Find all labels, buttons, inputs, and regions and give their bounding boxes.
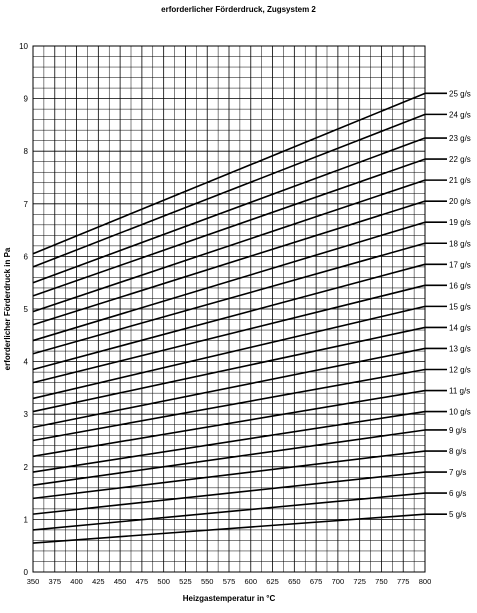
series-line-21-g-s: [32, 179, 426, 313]
y-tick-label: 8: [24, 147, 29, 156]
legend-label: 23 g/s: [449, 134, 471, 143]
legend-label: 18 g/s: [449, 239, 471, 248]
legend-label: 8 g/s: [449, 447, 466, 456]
x-tick-label: 800: [419, 577, 432, 586]
y-tick-label: 10: [19, 42, 28, 51]
legend-label: 11 g/s: [449, 387, 470, 396]
x-tick-label: 400: [70, 577, 83, 586]
y-axis-label: erforderlicher Förderdruck in Pa: [3, 247, 12, 370]
x-tick-label: 775: [397, 577, 410, 586]
legend-label: 17 g/s: [449, 260, 471, 269]
plot-frame: [32, 45, 426, 573]
legend-label: 16 g/s: [449, 281, 471, 290]
legend-label: 21 g/s: [449, 176, 471, 185]
x-tick-label: 350: [27, 577, 40, 586]
series-line-5-g-s: [32, 513, 426, 544]
legend-label: 5 g/s: [449, 510, 466, 519]
legend-label: 24 g/s: [449, 110, 471, 119]
x-tick-label: 725: [353, 577, 366, 586]
x-tick-label: 525: [179, 577, 192, 586]
x-tick-label: 425: [92, 577, 105, 586]
x-tick-label: 500: [157, 577, 170, 586]
series-line-10-g-s: [32, 410, 426, 473]
series-line-8-g-s: [32, 450, 426, 500]
y-tick-label: 5: [24, 305, 29, 314]
x-tick-label: 625: [266, 577, 279, 586]
x-tick-label: 550: [201, 577, 214, 586]
legend-label: 7 g/s: [449, 468, 466, 477]
series-line-20-g-s: [32, 200, 426, 326]
y-tick-label: 1: [24, 515, 29, 524]
legend-label: 13 g/s: [449, 344, 471, 353]
x-tick-label: 450: [114, 577, 127, 586]
series-line-9-g-s: [32, 429, 426, 487]
series-line-17-g-s: [32, 263, 426, 371]
legend-label: 22 g/s: [449, 155, 471, 164]
legend-label: 10 g/s: [449, 408, 471, 417]
legend-label: 14 g/s: [449, 323, 471, 332]
legend: 5 g/s 6 g/s 7 g/s 8 g/s 9 g/s 10 g/s 11 g/s 12 …: [425, 89, 471, 519]
series-line-11-g-s: [32, 389, 426, 458]
series-line-19-g-s: [32, 221, 426, 342]
y-axis-ticks: 0 1 2 3 4 5 6 7 8 9 10: [19, 42, 28, 577]
legend-label: 6 g/s: [449, 489, 466, 498]
series-lines: [32, 92, 426, 544]
chart-title: erforderlicher Förderdruck, Zugsystem 2: [161, 5, 316, 14]
y-tick-label: 3: [24, 410, 29, 419]
legend-label: 15 g/s: [449, 302, 471, 311]
x-tick-label: 575: [223, 577, 236, 586]
series-line-16-g-s: [32, 284, 426, 384]
series-line-25-g-s: [32, 92, 426, 255]
y-tick-label: 0: [24, 568, 29, 577]
y-tick-label: 6: [24, 252, 29, 261]
legend-label: 20 g/s: [449, 197, 471, 206]
series-line-7-g-s: [32, 471, 426, 515]
series-line-15-g-s: [32, 305, 426, 400]
x-tick-label: 600: [245, 577, 258, 586]
series-line-18-g-s: [32, 242, 426, 355]
legend-label: 25 g/s: [449, 89, 471, 98]
series-line-6-g-s: [32, 492, 426, 531]
series-line-13-g-s: [32, 347, 426, 429]
legend-label: 19 g/s: [449, 218, 471, 227]
y-tick-label: 9: [24, 95, 29, 104]
x-axis-ticks: 350 375 400 425 450 475 500 525 550 575 600 625 650 6…: [27, 577, 432, 586]
y-tick-label: 7: [24, 200, 29, 209]
x-tick-label: 700: [332, 577, 345, 586]
series-line-14-g-s: [32, 326, 426, 413]
x-tick-label: 750: [375, 577, 388, 586]
y-tick-label: 4: [24, 358, 29, 367]
legend-label: 12 g/s: [449, 365, 471, 374]
series-line-12-g-s: [32, 368, 426, 442]
x-tick-label: 650: [288, 577, 301, 586]
series-line-24-g-s: [32, 113, 426, 268]
x-tick-label: 475: [136, 577, 149, 586]
x-axis-label: Heizgastemperatur in °C: [182, 594, 276, 603]
legend-label: 9 g/s: [449, 426, 466, 435]
series-line-23-g-s: [32, 137, 426, 284]
y-tick-label: 2: [24, 463, 29, 472]
x-tick-label: 675: [310, 577, 323, 586]
x-tick-label: 375: [49, 577, 62, 586]
series-line-22-g-s: [32, 158, 426, 297]
